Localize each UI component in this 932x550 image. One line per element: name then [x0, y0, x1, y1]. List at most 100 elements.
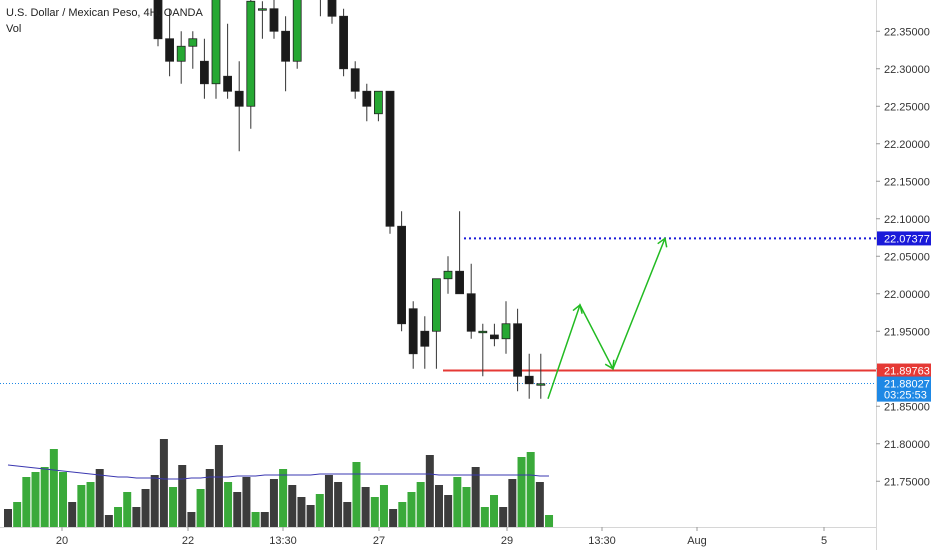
volume-bar — [260, 512, 269, 527]
arrowhead-icon — [657, 237, 668, 248]
bullish-candle — [292, 0, 302, 62]
y-tick-label: 21.85000 — [884, 401, 930, 413]
x-tick-label: 13:30 — [269, 535, 297, 547]
price-label-badge — [877, 231, 931, 246]
volume-bar — [471, 467, 480, 527]
volume-bar — [315, 494, 324, 527]
volume-bar — [288, 485, 297, 527]
volume-bar — [416, 482, 425, 527]
volume-bar — [407, 492, 416, 527]
volume-label: Vol — [6, 23, 22, 35]
arrowhead-icon — [604, 359, 615, 370]
volume-bar — [361, 487, 370, 527]
volume-bar — [444, 495, 453, 527]
bearish-candle — [165, 38, 175, 62]
bearish-candle — [234, 90, 244, 107]
volume-bar — [269, 479, 278, 527]
volume-bar — [334, 482, 343, 527]
volume-bar — [205, 469, 214, 527]
y-tick-label: 22.20000 — [884, 139, 930, 151]
volume-moving-average-line — [7, 464, 549, 480]
volume-bar — [434, 485, 443, 527]
volume-bar — [49, 449, 58, 527]
volume-bar — [462, 487, 471, 527]
y-tick-label: 22.05000 — [884, 251, 930, 263]
volume-bar — [370, 497, 379, 527]
x-tick-label: 22 — [182, 535, 194, 547]
volume-bar — [279, 469, 288, 527]
volume-bar — [517, 457, 526, 527]
volume-bar — [159, 439, 168, 527]
price-label-badge — [877, 387, 931, 402]
bearish-candle — [489, 334, 499, 340]
bullish-candle — [176, 45, 186, 62]
volume-bar — [77, 485, 86, 527]
volume-bar — [95, 469, 104, 527]
volume-bar — [68, 502, 77, 527]
bearish-candle — [408, 308, 418, 355]
chart-legend: U.S. Dollar / Mexican Peso, 4H, OANDA Vo… — [6, 5, 203, 37]
bullish-candle — [536, 383, 546, 386]
bullish-candle — [443, 270, 453, 280]
arrowhead-icon — [572, 303, 583, 314]
volume-bar — [490, 495, 499, 527]
volume-bar — [141, 489, 150, 527]
bearish-candle — [385, 90, 395, 227]
bearish-candle — [223, 75, 233, 92]
y-tick-label: 22.35000 — [884, 26, 930, 38]
volume-bar — [425, 455, 434, 527]
volume-bar — [224, 482, 233, 527]
bullish-candle — [211, 0, 221, 85]
volume-bar — [86, 482, 95, 527]
y-tick-label: 22.15000 — [884, 176, 930, 188]
bullish-candle — [257, 8, 267, 11]
x-tick-label: Aug — [687, 535, 707, 547]
volume-bar — [545, 515, 554, 527]
volume-bar — [187, 512, 196, 527]
y-tick-label: 22.00000 — [884, 289, 930, 301]
x-tick-label: 20 — [56, 535, 68, 547]
bullish-candle — [501, 323, 511, 340]
bearish-candle — [513, 323, 522, 377]
volume-bar — [22, 477, 31, 527]
volume-bar — [13, 502, 22, 527]
volume-bar — [453, 477, 462, 527]
volume-bar — [114, 507, 123, 527]
bearish-candle — [466, 293, 476, 332]
y-tick-label: 21.95000 — [884, 326, 930, 338]
bearish-candle — [269, 8, 279, 32]
bearish-candle — [397, 225, 407, 325]
price-label-text: 21.89763 — [884, 366, 930, 378]
volume-bar — [40, 467, 49, 527]
volume-bar — [214, 445, 223, 527]
bearish-candle — [420, 330, 430, 347]
bearish-candle — [350, 68, 360, 92]
bearish-candle — [327, 0, 337, 17]
volume-bar — [169, 487, 178, 527]
volume-bar — [31, 472, 40, 527]
volume-bar — [251, 512, 260, 527]
price-label-text: 21.88027 — [884, 379, 930, 391]
y-tick-label: 22.25000 — [884, 101, 930, 113]
volume-bar — [352, 462, 361, 527]
bearish-candle — [199, 60, 209, 85]
volume-bar — [324, 475, 333, 527]
bearish-candle — [455, 270, 465, 295]
volume-bar — [242, 477, 251, 527]
volume-bar — [196, 489, 205, 527]
volume-bar — [306, 505, 315, 527]
price-label-badge — [877, 376, 931, 391]
volume-bar — [233, 492, 242, 527]
volume-bar — [398, 502, 407, 527]
volume-bar — [526, 452, 535, 527]
bullish-candle — [188, 38, 198, 47]
y-tick-label: 21.80000 — [884, 439, 930, 451]
volume-bar — [535, 482, 544, 527]
x-tick-label: 5 — [821, 535, 827, 547]
projection-path[interactable] — [547, 238, 666, 399]
price-label-text: 03:25:53 — [884, 390, 927, 402]
volume-bar — [104, 515, 113, 527]
volume-bar — [389, 509, 398, 527]
